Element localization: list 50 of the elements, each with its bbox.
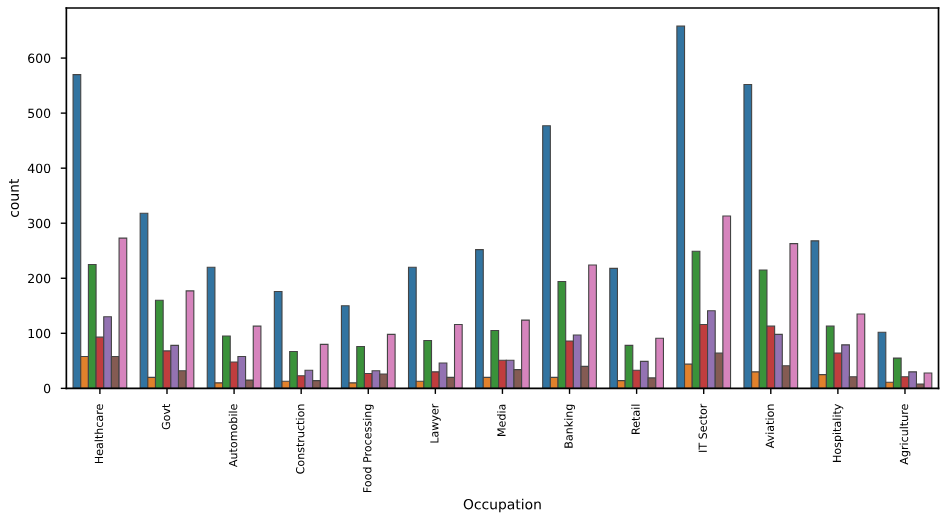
bar <box>624 344 634 389</box>
bar <box>87 263 97 389</box>
bar <box>706 310 716 389</box>
bar <box>371 370 381 389</box>
bar <box>572 334 582 389</box>
bar <box>521 319 530 389</box>
bar <box>340 305 350 389</box>
bar <box>639 360 649 389</box>
bar <box>407 266 417 389</box>
bar <box>118 237 128 389</box>
bar <box>789 243 799 389</box>
bar <box>892 357 902 389</box>
bar <box>273 290 283 389</box>
bar <box>206 266 216 389</box>
bar <box>722 215 732 389</box>
bar <box>222 335 231 389</box>
bar <box>438 362 448 389</box>
bar <box>676 25 686 389</box>
bar <box>923 372 933 389</box>
bar <box>557 281 567 389</box>
bar <box>319 343 329 389</box>
bar <box>841 344 850 389</box>
bar <box>877 331 887 389</box>
bar <box>691 250 701 389</box>
bar <box>154 299 164 389</box>
bar <box>252 325 262 389</box>
bar <box>609 267 619 389</box>
bar <box>237 355 247 389</box>
bar <box>758 269 768 389</box>
bar <box>453 323 463 389</box>
bar <box>185 290 195 389</box>
bar <box>856 313 866 389</box>
bar <box>72 74 82 389</box>
bar <box>103 316 112 389</box>
bar <box>423 339 433 389</box>
bar <box>139 212 149 389</box>
bar <box>542 125 551 389</box>
bar <box>386 333 396 389</box>
bar <box>170 344 180 389</box>
bar <box>774 333 783 389</box>
bar <box>588 264 597 389</box>
bar <box>289 350 298 389</box>
bar <box>655 337 665 389</box>
bar <box>490 330 500 389</box>
bar <box>304 369 314 389</box>
bar <box>475 249 484 389</box>
bar <box>810 240 820 389</box>
bar <box>743 83 753 389</box>
bar <box>356 345 365 389</box>
bar <box>908 371 918 389</box>
